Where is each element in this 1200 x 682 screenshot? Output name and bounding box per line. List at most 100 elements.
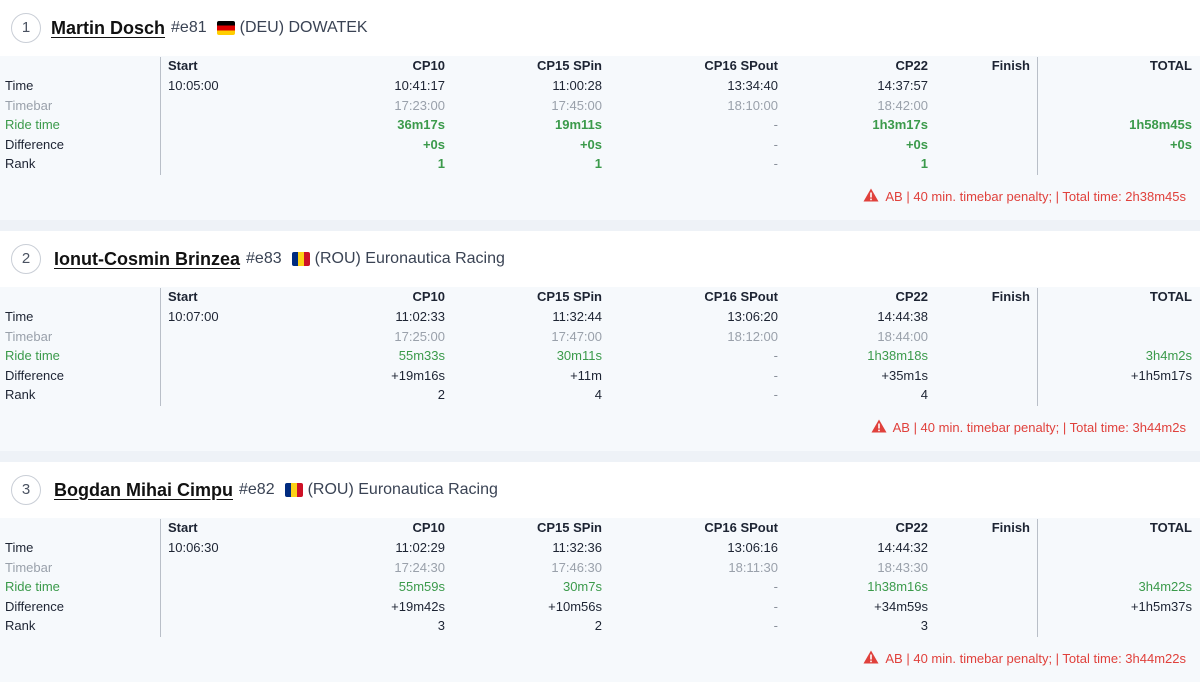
column-divider xyxy=(160,57,161,175)
table-cell: 2 xyxy=(437,387,445,402)
table-cell: 1h38m18s xyxy=(867,348,928,363)
table-cell: 17:23:00 xyxy=(394,97,445,113)
column-divider xyxy=(1037,288,1038,406)
table-cell: 18:11:30 xyxy=(728,559,778,575)
column-header: CP10 xyxy=(412,58,445,73)
table-cell: 36m17s xyxy=(397,117,445,132)
position-badge: 1 xyxy=(11,13,41,43)
column-header: TOTAL xyxy=(1149,289,1192,304)
table-cell: 18:42:00 xyxy=(877,97,928,113)
column-header: CP10 xyxy=(412,520,445,535)
rider-name-link[interactable]: Bogdan Mihai Cimpu xyxy=(54,479,233,500)
rider-card: 3 Bogdan Mihai Cimpu #e82 (ROU) Euronautica… xyxy=(0,462,1200,682)
table-cell: 18:43:30 xyxy=(877,559,928,575)
team-name: (DEU) DOWATEK xyxy=(239,19,368,36)
row-label: Timebar xyxy=(5,97,53,113)
row-label: Difference xyxy=(5,367,65,383)
row-label: Ride time xyxy=(5,348,60,363)
column-header: CP16 SPout xyxy=(704,289,778,304)
table-cell: 55m59s xyxy=(398,579,445,594)
table-cell: 19m11s xyxy=(555,117,602,132)
column-divider xyxy=(160,519,161,637)
column-header: TOTAL xyxy=(1149,520,1192,535)
column-header: CP22 xyxy=(895,58,928,73)
rider-header: 3 Bogdan Mihai Cimpu #e82 (ROU) Euronautica… xyxy=(0,462,1200,518)
table-cell: 17:47:00 xyxy=(551,328,602,344)
table-cell: 11:02:29 xyxy=(395,540,445,555)
flag-romania-icon xyxy=(284,483,303,497)
penalty-note: AB | 40 min. timebar penalty; | Total ti… xyxy=(863,650,1186,667)
table-cell: - xyxy=(773,387,778,402)
column-header: CP15 SPin xyxy=(536,58,602,73)
team-name: (ROU) Euronautica Racing xyxy=(314,250,505,267)
table-cell: 10:06:30 xyxy=(168,540,219,555)
column-divider xyxy=(1037,57,1038,175)
table-cell: - xyxy=(773,117,778,132)
column-header: CP22 xyxy=(895,520,928,535)
table-cell: 18:10:00 xyxy=(727,97,778,113)
table-cell: 14:37:57 xyxy=(877,78,928,93)
row-label: Difference xyxy=(5,136,65,152)
table-cell: 17:45:00 xyxy=(551,97,602,113)
column-header: CP15 SPin xyxy=(536,289,602,304)
row-label: Difference xyxy=(5,598,65,614)
table-cell: 11:32:44 xyxy=(552,309,602,324)
table-cell: - xyxy=(773,579,778,594)
table-cell: 11:02:33 xyxy=(395,309,445,324)
table-cell: 13:34:40 xyxy=(727,78,778,93)
table-cell: 30m7s xyxy=(562,579,602,594)
table-cell: +35m1s xyxy=(881,367,928,383)
table-cell: 1 xyxy=(594,156,602,171)
table-cell: +19m42s xyxy=(391,598,445,614)
position-badge: 3 xyxy=(11,475,41,505)
table-cell: +1h5m37s xyxy=(1130,598,1192,614)
table-cell: +10m56s xyxy=(548,598,602,614)
table-cell: 1 xyxy=(920,156,928,171)
warning-icon xyxy=(871,419,887,436)
column-header: CP15 SPin xyxy=(536,520,602,535)
table-cell: - xyxy=(773,367,778,383)
table-cell: 13:06:20 xyxy=(727,309,778,324)
rider-card: 1 Martin Dosch #e81 (DEU) DOWATEK Start CP10 C… xyxy=(0,0,1200,220)
bib-number: #e83 xyxy=(246,250,282,267)
table-cell: - xyxy=(773,598,778,614)
table-cell: 18:44:00 xyxy=(877,328,928,344)
table-cell: - xyxy=(773,156,778,171)
table-cell: 18:12:00 xyxy=(727,328,778,344)
row-label: Rank xyxy=(5,156,36,171)
table-cell: +1h5m17s xyxy=(1130,367,1192,383)
row-label: Timebar xyxy=(5,328,53,344)
penalty-note: AB | 40 min. timebar penalty; | Total ti… xyxy=(863,188,1186,205)
rider-name-link[interactable]: Ionut-Cosmin Brinzea xyxy=(54,248,241,269)
penalty-text: AB | 40 min. timebar penalty; | Total ti… xyxy=(885,651,1186,666)
table-cell: +0s xyxy=(579,136,602,152)
table-cell: 3h4m22s xyxy=(1138,579,1192,594)
column-header: Finish xyxy=(991,58,1030,73)
table-cell: +0s xyxy=(422,136,445,152)
table-cell: 14:44:32 xyxy=(877,540,928,555)
penalty-text: AB | 40 min. timebar penalty; | Total ti… xyxy=(885,189,1186,204)
penalty-text: AB | 40 min. timebar penalty; | Total ti… xyxy=(892,420,1186,435)
warning-icon xyxy=(863,650,879,667)
table-cell: 3 xyxy=(437,618,445,633)
column-header: Finish xyxy=(991,520,1030,535)
rider-name-link[interactable]: Martin Dosch xyxy=(51,17,166,38)
team-name: (ROU) Euronautica Racing xyxy=(307,481,498,498)
table-cell: 3 xyxy=(920,618,928,633)
table-cell: 1 xyxy=(437,156,445,171)
flag-germany-icon xyxy=(216,21,235,35)
column-header: TOTAL xyxy=(1149,58,1192,73)
table-cell: +0s xyxy=(905,136,928,152)
table-cell: 10:05:00 xyxy=(168,78,219,93)
table-cell: 11:32:36 xyxy=(552,540,602,555)
table-cell: 55m33s xyxy=(398,348,445,363)
column-header: Start xyxy=(168,58,198,73)
table-cell: 17:46:30 xyxy=(551,559,602,575)
column-header: CP16 SPout xyxy=(704,58,778,73)
row-label: Rank xyxy=(5,618,36,633)
table-cell: 2 xyxy=(594,618,602,633)
table-cell: - xyxy=(773,618,778,633)
rider-line: Martin Dosch #e81 (DEU) DOWATEK xyxy=(51,0,368,56)
rider-header: 2 Ionut-Cosmin Brinzea #e83 (ROU) Euronauti… xyxy=(0,231,1200,287)
table-cell: 4 xyxy=(920,387,928,402)
